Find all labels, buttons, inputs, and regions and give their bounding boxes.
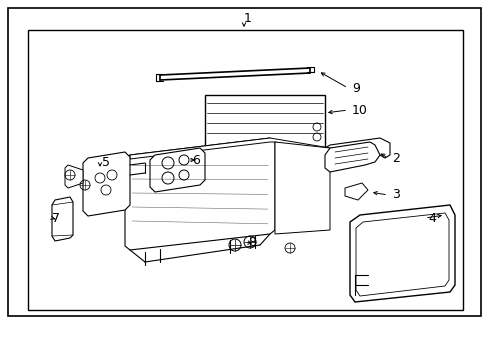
Polygon shape: [325, 142, 379, 172]
Polygon shape: [130, 138, 329, 159]
Text: 7: 7: [52, 211, 60, 225]
Bar: [204, 95, 325, 147]
Polygon shape: [345, 183, 367, 200]
Bar: [28, 30, 462, 310]
Polygon shape: [355, 213, 448, 296]
Text: 1: 1: [244, 12, 251, 24]
Text: 6: 6: [192, 153, 200, 166]
Text: 4: 4: [427, 211, 435, 225]
Text: 9: 9: [351, 81, 359, 94]
Polygon shape: [349, 205, 454, 302]
Polygon shape: [325, 138, 389, 165]
Polygon shape: [83, 152, 130, 216]
Text: 8: 8: [247, 235, 256, 248]
Text: 10: 10: [351, 104, 367, 117]
Polygon shape: [52, 197, 73, 241]
Bar: [8, 8, 480, 316]
Polygon shape: [274, 142, 329, 234]
Polygon shape: [125, 138, 274, 250]
Text: 5: 5: [102, 156, 110, 168]
Text: 2: 2: [391, 152, 399, 165]
Polygon shape: [65, 165, 83, 188]
Text: 3: 3: [391, 189, 399, 202]
Polygon shape: [150, 148, 204, 192]
